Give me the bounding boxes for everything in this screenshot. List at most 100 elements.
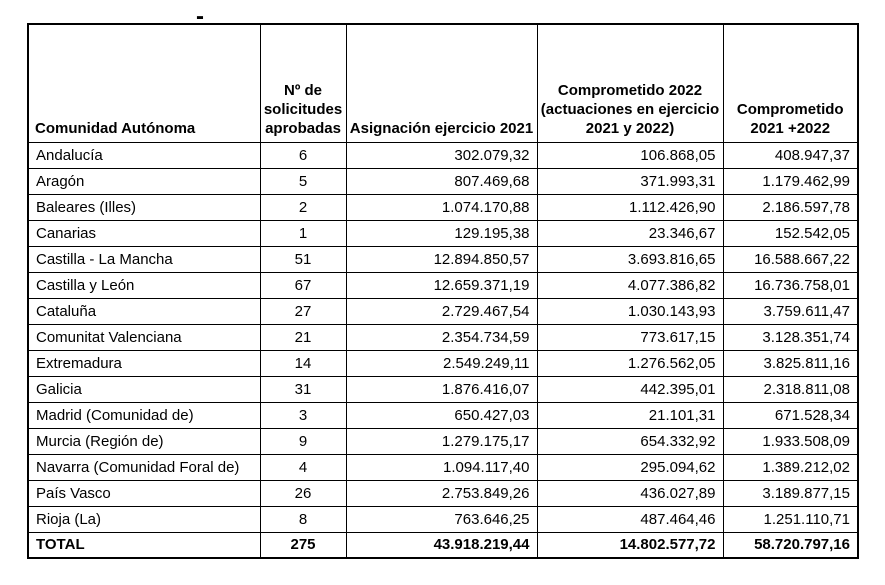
cell-asignacion-2021: 1.094.117,40: [345, 453, 538, 481]
table-row: País Vasco 26 2.753.849,26 436.027,89 3.189.…: [27, 479, 859, 507]
cell-asignacion-2021: 43.918.219,44: [345, 531, 538, 559]
cell-comunidad: Castilla - La Mancha: [27, 245, 261, 273]
cell-solicitudes: 26: [259, 479, 347, 507]
cell-solicitudes: 31: [259, 375, 347, 403]
cell-comprometido-2022: 442.395,01: [536, 375, 724, 403]
cell-comunidad: Cataluña: [27, 297, 261, 325]
cell-solicitudes: 9: [259, 427, 347, 455]
cell-comunidad: Rioja (La): [27, 505, 261, 533]
col-header-comunidad-autonoma: Comunidad Autónoma: [27, 23, 261, 143]
cell-solicitudes: 4: [259, 453, 347, 481]
cell-comunidad: Canarias: [27, 219, 261, 247]
cell-comprometido-2022: 23.346,67: [536, 219, 724, 247]
cell-comunidad: Comunitat Valenciana: [27, 323, 261, 351]
header-row: Comunidad Autónoma Nº de solicitudes apr…: [27, 23, 859, 143]
table-row: Murcia (Región de) 9 1.279.175,17 654.332,9…: [27, 427, 859, 455]
cell-solicitudes: 21: [259, 323, 347, 351]
cell-comunidad: Andalucía: [27, 141, 261, 169]
table-row: Canarias 1 129.195,38 23.346,67 152.542,05: [27, 219, 859, 247]
cell-comprometido-2021-2022: 2.186.597,78: [722, 193, 859, 221]
cell-asignacion-2021: 1.279.175,17: [345, 427, 538, 455]
cell-solicitudes: 2: [259, 193, 347, 221]
cell-comprometido-2021-2022: 3.825.811,16: [722, 349, 859, 377]
cell-comprometido-2022: 21.101,31: [536, 401, 724, 429]
cell-asignacion-2021: 2.549.249,11: [345, 349, 538, 377]
cell-solicitudes: 275: [259, 531, 347, 559]
table-row: Baleares (Illes) 2 1.074.170,88 1.112.426,9…: [27, 193, 859, 221]
cell-comprometido-2022: 4.077.386,82: [536, 271, 724, 299]
cell-comprometido-2021-2022: 1.933.508,09: [722, 427, 859, 455]
allocations-table: Comunidad Autónoma Nº de solicitudes apr…: [27, 23, 859, 559]
cell-solicitudes: 67: [259, 271, 347, 299]
table-row: Rioja (La) 8 763.646,25 487.464,46 1.251.110…: [27, 505, 859, 533]
table-row: Comunitat Valenciana 21 2.354.734,59 773.61…: [27, 323, 859, 351]
cell-solicitudes: 1: [259, 219, 347, 247]
cell-asignacion-2021: 2.729.467,54: [345, 297, 538, 325]
cell-solicitudes: 51: [259, 245, 347, 273]
cell-comprometido-2021-2022: 1.179.462,99: [722, 167, 859, 195]
cell-comprometido-2021-2022: 408.947,37: [722, 141, 859, 169]
cell-comprometido-2021-2022: 1.251.110,71: [722, 505, 859, 533]
cell-asignacion-2021: 129.195,38: [345, 219, 538, 247]
cell-comprometido-2022: 14.802.577,72: [536, 531, 724, 559]
cell-comprometido-2022: 654.332,92: [536, 427, 724, 455]
cell-comprometido-2021-2022: 3.189.877,15: [722, 479, 859, 507]
table-row: Cataluña 27 2.729.467,54 1.030.143,93 3.759.…: [27, 297, 859, 325]
cell-comprometido-2022: 487.464,46: [536, 505, 724, 533]
cell-asignacion-2021: 1.876.416,07: [345, 375, 538, 403]
cell-comprometido-2022: 1.112.426,90: [536, 193, 724, 221]
col-header-comprometido-2021-2022: Comprometido 2021 +2022: [722, 23, 859, 143]
table-row: Castilla y León 67 12.659.371,19 4.077.386,…: [27, 271, 859, 299]
table-row: Extremadura 14 2.549.249,11 1.276.562,05 3.8…: [27, 349, 859, 377]
cell-comunidad: Aragón: [27, 167, 261, 195]
col-header-asignacion-ejercicio-2021: Asignación ejercicio 2021: [345, 23, 538, 143]
stray-dash-mark: -: [196, 3, 204, 30]
cell-comprometido-2022: 1.030.143,93: [536, 297, 724, 325]
cell-comprometido-2021-2022: 16.588.667,22: [722, 245, 859, 273]
col-header-num-solicitudes-aprobadas: Nº de solicitudes aprobadas: [259, 23, 347, 143]
cell-asignacion-2021: 807.469,68: [345, 167, 538, 195]
cell-comprometido-2022: 436.027,89: [536, 479, 724, 507]
cell-comprometido-2021-2022: 3.128.351,74: [722, 323, 859, 351]
table-row: Castilla - La Mancha 51 12.894.850,57 3.693…: [27, 245, 859, 273]
cell-comunidad: Madrid (Comunidad de): [27, 401, 261, 429]
cell-comunidad: Galicia: [27, 375, 261, 403]
cell-comunidad: Castilla y León: [27, 271, 261, 299]
cell-comunidad: TOTAL: [27, 531, 261, 559]
total-row: TOTAL 275 43.918.219,44 14.802.577,72 58.720…: [27, 531, 859, 559]
col-header-comprometido-2022: Comprometido 2022 (actuaciones en ejerci…: [536, 23, 724, 143]
cell-solicitudes: 14: [259, 349, 347, 377]
cell-comprometido-2021-2022: 1.389.212,02: [722, 453, 859, 481]
table-row: Madrid (Comunidad de) 3 650.427,03 21.101,3…: [27, 401, 859, 429]
cell-solicitudes: 6: [259, 141, 347, 169]
cell-comprometido-2022: 3.693.816,65: [536, 245, 724, 273]
cell-comprometido-2021-2022: 152.542,05: [722, 219, 859, 247]
cell-asignacion-2021: 12.894.850,57: [345, 245, 538, 273]
cell-comprometido-2021-2022: 3.759.611,47: [722, 297, 859, 325]
table-row: Galicia 31 1.876.416,07 442.395,01 2.318.811…: [27, 375, 859, 403]
table-row: Aragón 5 807.469,68 371.993,31 1.179.462,99: [27, 167, 859, 195]
table-body: Andalucía 6 302.079,32 106.868,05 408.947,37…: [27, 141, 859, 559]
cell-comprometido-2021-2022: 58.720.797,16: [722, 531, 859, 559]
cell-asignacion-2021: 2.354.734,59: [345, 323, 538, 351]
cell-comprometido-2022: 1.276.562,05: [536, 349, 724, 377]
cell-comprometido-2022: 295.094,62: [536, 453, 724, 481]
cell-asignacion-2021: 2.753.849,26: [345, 479, 538, 507]
cell-solicitudes: 8: [259, 505, 347, 533]
cell-comprometido-2021-2022: 16.736.758,01: [722, 271, 859, 299]
cell-asignacion-2021: 12.659.371,19: [345, 271, 538, 299]
cell-asignacion-2021: 650.427,03: [345, 401, 538, 429]
cell-comunidad: Baleares (Illes): [27, 193, 261, 221]
cell-comprometido-2022: 106.868,05: [536, 141, 724, 169]
cell-asignacion-2021: 763.646,25: [345, 505, 538, 533]
cell-comprometido-2022: 773.617,15: [536, 323, 724, 351]
cell-solicitudes: 27: [259, 297, 347, 325]
table-row: Navarra (Comunidad Foral de) 4 1.094.117,4…: [27, 453, 859, 481]
cell-comunidad: Extremadura: [27, 349, 261, 377]
cell-comunidad: Murcia (Región de): [27, 427, 261, 455]
cell-solicitudes: 5: [259, 167, 347, 195]
cell-comprometido-2022: 371.993,31: [536, 167, 724, 195]
cell-comunidad: País Vasco: [27, 479, 261, 507]
cell-solicitudes: 3: [259, 401, 347, 429]
